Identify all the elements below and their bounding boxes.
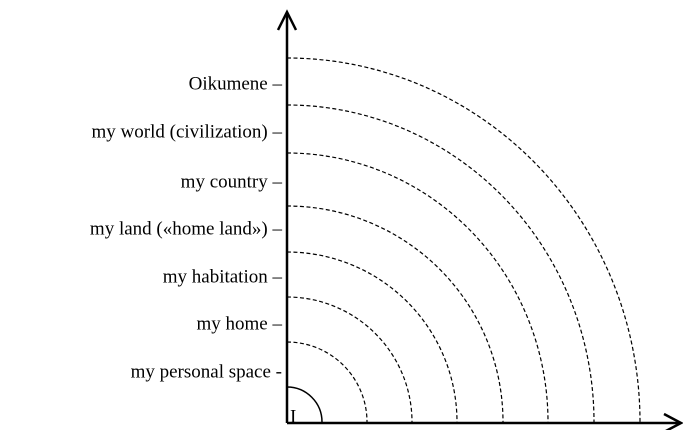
origin-label: I xyxy=(290,406,296,427)
level-arc xyxy=(286,251,458,423)
self-arc xyxy=(286,386,323,423)
horizontal-arrow xyxy=(663,412,683,430)
level-label: my habitation – xyxy=(163,266,283,287)
level-label: my world (civilization) – xyxy=(92,121,283,142)
level-label: my land («home land») – xyxy=(90,218,283,239)
level-arc xyxy=(286,152,549,423)
axes xyxy=(276,9,683,430)
level-label: my country – xyxy=(181,171,283,192)
level-arc xyxy=(286,205,504,423)
level-label: my home – xyxy=(197,313,283,334)
level-label: Oikumene – xyxy=(189,73,283,94)
level-arc xyxy=(286,296,413,423)
level-label: my personal space - xyxy=(131,361,282,382)
level-arc xyxy=(286,341,368,423)
vertical-arrow xyxy=(276,9,298,31)
level-labels: my personal space - my home – my habitatio… xyxy=(90,73,283,382)
level-arc xyxy=(286,104,595,423)
level-arc xyxy=(286,57,641,423)
level-arcs xyxy=(286,57,641,423)
